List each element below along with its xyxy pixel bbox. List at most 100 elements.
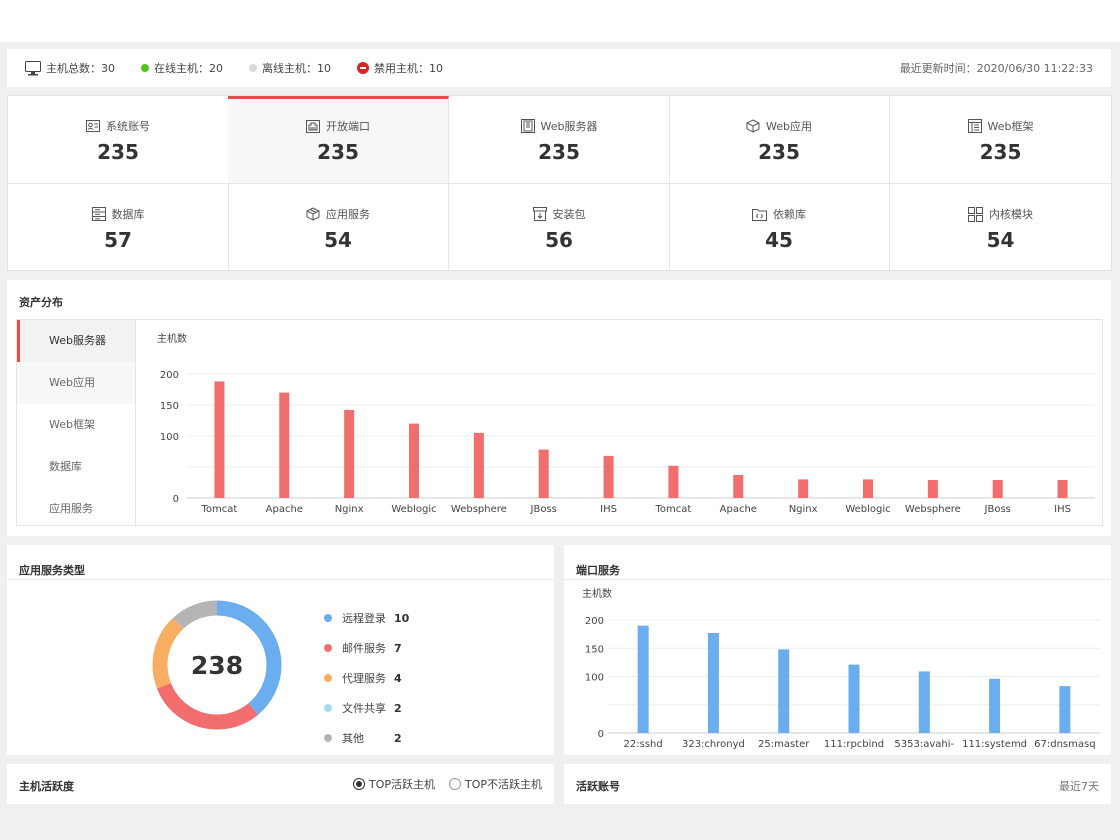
database-icon [91,207,106,221]
bar [927,480,938,498]
bar [603,455,614,498]
time-range-selector[interactable]: 最近7天 [1059,780,1099,793]
monitor-icon [25,60,41,75]
card-label: 安装包 [552,208,586,221]
web-server-bar-chart: 主机数 0 100 150 200 Tomcat Apache Nginx Weblogic We… [157,332,1095,515]
legend-value: 10 [394,611,410,625]
card-value: 235 [538,140,580,164]
y-tick-label: 200 [585,616,604,627]
legend-dot-icon [324,734,332,742]
offline-hosts: 离线主机：10 [249,60,331,76]
x-tick-label: Websphere [451,504,507,515]
card-install-packages[interactable]: 安装包 56 [449,184,670,272]
id-card-icon [86,120,100,132]
ban-icon [357,62,369,74]
tab-app-services[interactable]: 应用服务 [49,502,93,515]
x-tick-label: 67:dnsmasq [1034,739,1095,750]
radio-label: TOP活跃主机 [368,778,435,791]
package-icon [532,207,547,221]
donut-slice [152,600,282,730]
x-tick-label: Tomcat [655,504,692,515]
service-legend: 远程登录 10 邮件服务 7 代理服务 4 文件共享 2 其他 2 [324,603,409,753]
tab-databases[interactable]: 数据库 [49,460,82,473]
service-type-panel: 应用服务类型 238 远程登录 10 邮件服务 7 代理服务 4 文件共享 2 其他 2 [7,545,554,755]
x-tick-label: 111:rpcbind [824,739,884,750]
bar [798,479,809,498]
x-tick-label: Websphere [905,504,961,515]
online-hosts-label: 在线主机：20 [154,62,223,75]
bar [344,409,355,498]
legend-label: 其他 [342,732,364,745]
legend-label: 远程登录 [342,612,386,625]
radio-top-inactive[interactable]: TOP不活跃主机 [448,776,542,792]
x-tick-label: IHS [1054,504,1071,515]
donut-slice [152,600,282,730]
bar [473,432,484,498]
bar [848,664,860,733]
section-title: 资产分布 [19,296,63,309]
modules-icon [968,206,983,222]
x-tick-label: Apache [266,504,303,515]
tab-web-apps[interactable]: Web应用 [17,362,135,404]
legend-item: 文件共享 2 [324,693,409,723]
legend-value: 2 [394,701,402,715]
asset-distribution-body: Web服务器 Web应用 Web框架 数据库 应用服务 主机数 0 100 150 20… [16,319,1103,527]
host-status-bar: 主机总数：30 在线主机：20 离线主机：10 禁用主机：10 最近更新时间：2… [7,49,1111,87]
tab-web-frameworks[interactable]: Web框架 [49,418,95,431]
card-value: 56 [545,228,573,252]
code-folder-icon [752,208,767,221]
x-tick-label: 22:sshd [624,739,663,750]
legend-value: 2 [394,731,402,745]
card-databases[interactable]: 数据库 57 [8,184,229,272]
offline-hosts-label: 离线主机：10 [262,62,331,75]
last-updated: 最近更新时间：2020/06/30 11:22:33 [899,62,1093,75]
bar [1059,686,1071,733]
card-value: 235 [317,140,359,164]
asset-stat-cards: 系统账号 235 开放端口 235 Web服务器 235 Web应用 235 W… [7,95,1112,272]
section-title: 活跃账号 [576,780,620,793]
card-value: 235 [97,140,139,164]
card-label: 依赖库 [773,208,806,221]
bar [989,678,1001,733]
y-axis-title: 主机数 [582,587,612,600]
bar [214,381,225,498]
card-system-accounts[interactable]: 系统账号 235 [8,96,229,184]
card-label: 系统账号 [106,120,150,133]
y-axis-title: 主机数 [157,332,187,345]
card-kernel-modules[interactable]: 内核模块 54 [890,184,1111,272]
card-web-frameworks[interactable]: Web框架 235 [890,96,1111,184]
card-label: 内核模块 [989,208,1033,221]
legend-value: 4 [394,671,402,685]
card-value: 54 [986,228,1015,252]
card-open-ports[interactable]: 开放端口 235 [228,96,449,184]
box-icon [306,207,320,221]
y-tick-label: 150 [585,644,604,655]
card-dependencies[interactable]: 依赖库 45 [669,184,890,272]
x-tick-label: 5353:avahi- [894,739,954,750]
card-web-apps[interactable]: Web应用 235 [669,96,890,184]
section-title: 主机活跃度 [19,780,74,793]
x-tick-label: 25:master [758,739,810,750]
host-activity-panel: 主机活跃度 TOP活跃主机 TOP不活跃主机 [7,764,554,804]
card-web-servers[interactable]: Web服务器 235 [449,96,670,184]
bar [918,671,930,733]
card-label: 数据库 [111,208,145,221]
section-title: 应用服务类型 [19,564,85,577]
tab-web-servers[interactable]: Web服务器 [17,320,135,362]
panel-header: 端口服务 [564,545,1111,580]
bar [863,479,873,498]
top-bar [0,0,1120,42]
radio-top-active[interactable]: TOP活跃主机 [352,776,435,792]
x-tick-label: Nginx [335,504,364,515]
asset-distribution-panel: 资产分布 Web服务器 Web应用 Web框架 数据库 应用服务 主机数 0 100… [7,280,1111,536]
service-donut-chart: 238 [152,600,282,730]
legend-dot-icon [324,674,332,682]
x-tick-label: JBoss [530,504,557,515]
bar [733,475,744,498]
card-app-services[interactable]: 应用服务 54 [228,184,449,272]
frame-icon [967,119,982,133]
y-tick-label: 0 [173,494,179,505]
activity-radio-group: TOP活跃主机 TOP不活跃主机 [339,776,542,792]
asset-tabs: Web服务器 Web应用 Web框架 数据库 应用服务 [17,320,136,527]
legend-item: 邮件服务 7 [324,633,409,663]
